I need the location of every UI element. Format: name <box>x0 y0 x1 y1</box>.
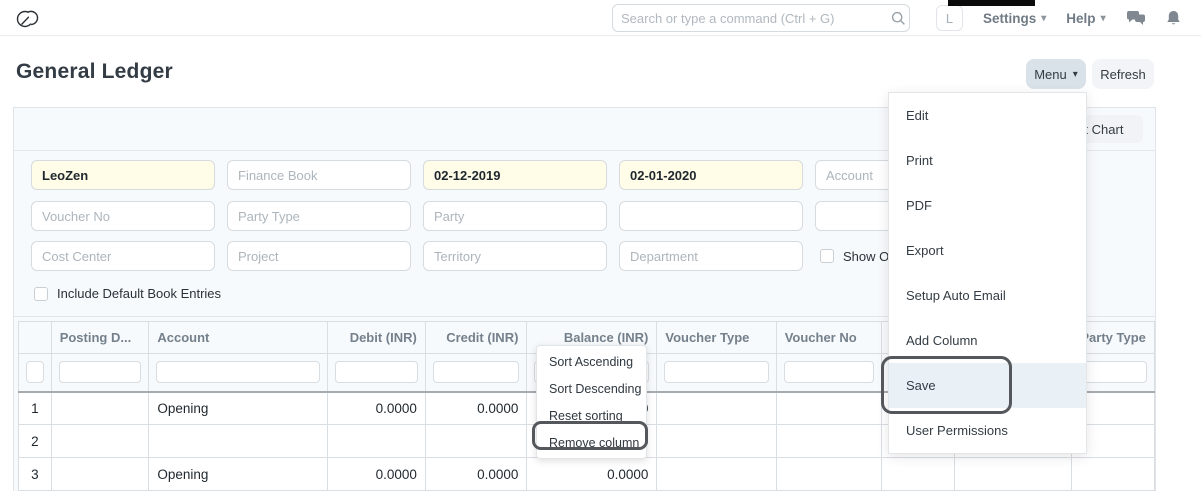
cell-hidden-2 <box>954 457 1073 491</box>
col-voucher-no[interactable]: Voucher No <box>775 321 883 354</box>
chevron-down-icon: ▾ <box>1041 12 1047 24</box>
department-filter[interactable] <box>619 241 803 271</box>
chat-icon[interactable] <box>1126 10 1146 26</box>
empty-filter-1[interactable] <box>619 201 803 231</box>
col-account[interactable]: Account <box>148 321 329 354</box>
menu-button-label: Menu <box>1034 66 1067 82</box>
cell-balance: 0.0000 <box>526 457 658 491</box>
search-input[interactable] <box>613 10 887 26</box>
cell-account: Opening <box>148 391 329 425</box>
menu-item-edit[interactable]: Edit <box>906 108 929 123</box>
global-search <box>612 4 910 32</box>
from-date-filter[interactable] <box>423 160 607 190</box>
filters-divider <box>14 316 1155 317</box>
cell-credit: 0.0000 <box>424 457 528 491</box>
col-credit[interactable]: Credit (INR) <box>424 321 528 354</box>
notifications-bell-icon[interactable] <box>1166 10 1181 27</box>
filter-row-2 <box>31 201 999 231</box>
col-debit[interactable]: Debit (INR) <box>327 321 426 354</box>
credit-col-filter[interactable] <box>432 361 520 384</box>
cell-debit <box>327 424 426 458</box>
cell-posting-date <box>50 391 150 425</box>
to-date-filter[interactable] <box>619 160 803 190</box>
cell-account: Opening <box>148 457 329 491</box>
cell-credit: 0.0000 <box>424 391 528 425</box>
territory-filter[interactable] <box>423 241 607 271</box>
cell-posting-date <box>50 424 150 458</box>
party-type-filter[interactable] <box>227 201 411 231</box>
menu-dropdown: Edit Print PDF Export Setup Auto Email A… <box>888 92 1087 454</box>
settings-label: Settings <box>983 10 1037 26</box>
context-item-reset-sorting[interactable]: Reset sorting <box>549 408 623 423</box>
menu-item-user-permissions[interactable]: User Permissions <box>906 423 1008 438</box>
show-opening-checkbox[interactable] <box>820 249 834 263</box>
cell-voucher-no <box>775 457 883 491</box>
refresh-button[interactable]: Refresh <box>1092 59 1154 89</box>
cell-credit <box>424 424 528 458</box>
finance-book-filter[interactable] <box>227 160 411 190</box>
include-default-label: Include Default Book Entries <box>57 286 222 301</box>
cost-center-filter[interactable] <box>31 241 215 271</box>
context-item-sort-descending[interactable]: Sort Descending <box>549 381 642 396</box>
party-filter[interactable] <box>423 201 607 231</box>
user-avatar[interactable]: L <box>936 5 963 31</box>
table-row[interactable]: 3 Opening 0.0000 0.0000 0.0000 <box>18 457 1155 491</box>
posting-date-col-filter[interactable] <box>58 361 142 384</box>
company-filter[interactable] <box>31 160 215 190</box>
menu-item-setup-auto-email[interactable]: Setup Auto Email <box>906 288 1006 303</box>
filter-row-1 <box>31 160 999 190</box>
context-item-remove-column[interactable]: Remove column <box>549 435 640 450</box>
cell-voucher-type <box>656 424 777 458</box>
ledger-table: Posting D... Account Debit (INR) Credit … <box>18 321 1155 491</box>
col-posting-date[interactable]: Posting D... <box>50 321 150 354</box>
top-navbar: L Settings ▾ Help ▾ <box>0 0 1201 36</box>
menu-item-add-column[interactable]: Add Column <box>906 333 978 348</box>
top-black-bar <box>948 0 1035 6</box>
context-item-sort-ascending[interactable]: Sort Ascending <box>549 354 634 369</box>
cell-debit: 0.0000 <box>327 457 426 491</box>
account-col-filter[interactable] <box>156 361 321 384</box>
menu-item-print[interactable]: Print <box>906 153 933 168</box>
column-context-menu: Sort Ascending Sort Descending Reset sor… <box>536 345 647 459</box>
cell-account <box>148 424 329 458</box>
voucher-no-col-filter[interactable] <box>783 361 875 384</box>
cell-posting-date <box>50 457 150 491</box>
cell-voucher-no <box>775 391 883 425</box>
debit-col-filter[interactable] <box>335 361 418 384</box>
filter-row-3: Show Ope <box>31 241 904 271</box>
menu-item-export[interactable]: Export <box>906 243 944 258</box>
voucher-no-filter[interactable] <box>31 201 215 231</box>
page-title: General Ledger <box>16 60 173 83</box>
app-logo-icon[interactable] <box>15 6 41 30</box>
menu-button[interactable]: Menu ▾ <box>1026 59 1086 89</box>
help-label: Help <box>1066 10 1096 26</box>
col-voucher-type[interactable]: Voucher Type <box>656 321 777 354</box>
cell-rownum: 3 <box>18 457 52 491</box>
chevron-down-icon: ▾ <box>1100 12 1106 24</box>
rownum-col-filter[interactable] <box>26 361 44 384</box>
include-default-checkbox[interactable] <box>34 286 48 301</box>
cell-voucher-no <box>775 424 883 458</box>
include-default-checkbox-row: Include Default Book Entries <box>34 286 221 301</box>
party-type-col-filter[interactable] <box>1079 361 1147 384</box>
search-icon[interactable] <box>887 11 909 26</box>
cell-hidden-1 <box>881 457 956 491</box>
cell-debit: 0.0000 <box>327 391 426 425</box>
cell-rownum: 1 <box>18 391 52 425</box>
voucher-type-col-filter[interactable] <box>664 361 769 384</box>
menu-item-save[interactable]: Save <box>889 363 1086 408</box>
col-rownum[interactable] <box>18 321 52 354</box>
table-filter-row <box>18 353 1155 393</box>
settings-menu[interactable]: Settings ▾ <box>983 11 1046 26</box>
chevron-down-icon: ▾ <box>1072 68 1078 80</box>
cell-voucher-type <box>656 457 777 491</box>
project-filter[interactable] <box>227 241 411 271</box>
cell-party-type <box>1071 457 1155 491</box>
help-menu[interactable]: Help ▾ <box>1066 11 1105 26</box>
cell-rownum: 2 <box>18 424 52 458</box>
menu-item-pdf[interactable]: PDF <box>906 198 932 213</box>
cell-voucher-type <box>656 391 777 425</box>
